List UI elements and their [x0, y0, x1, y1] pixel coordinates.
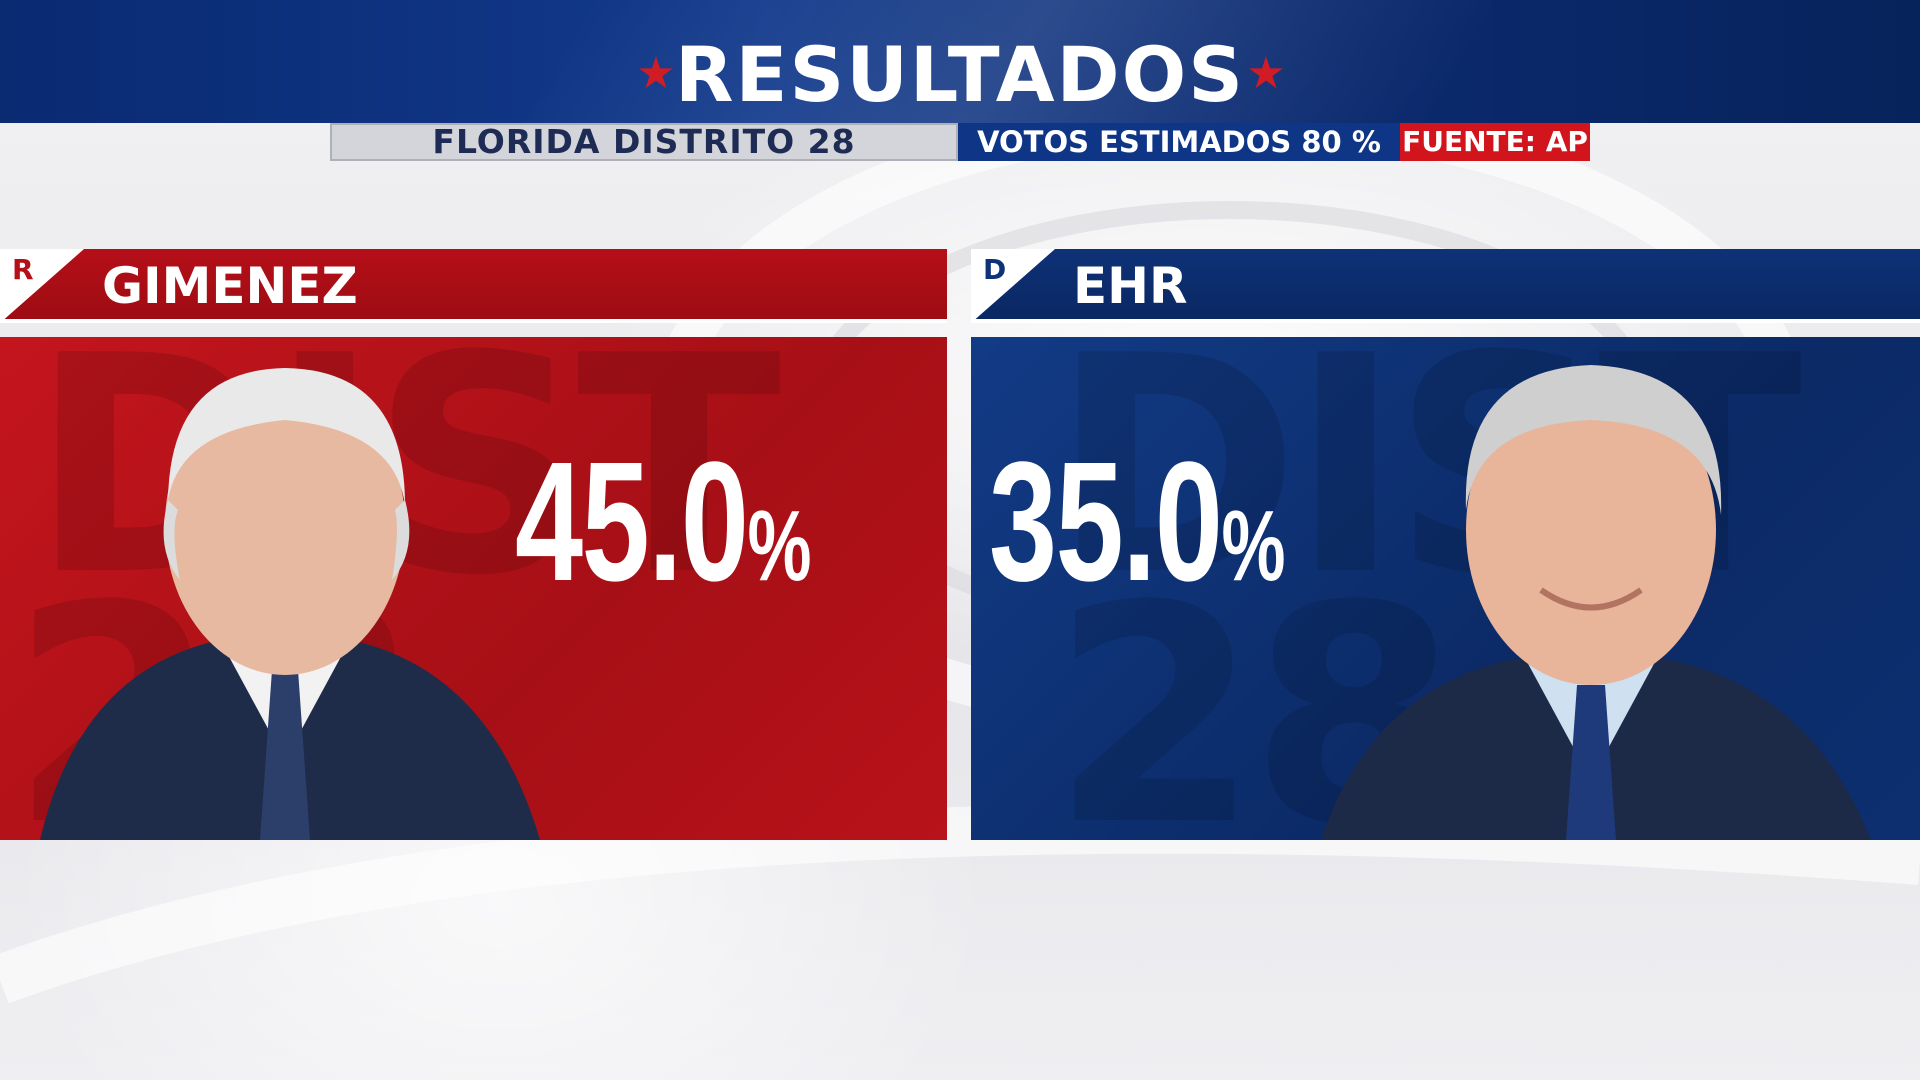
candidate-panel-democrat: DIST 28 35.0%: [971, 337, 1920, 840]
district-label: FLORIDA DISTRITO 28: [330, 123, 958, 161]
candidate-panel-republican: DIST 28 45.0%: [0, 337, 947, 840]
candidate-name-bar-republican: R GIMENEZ: [0, 249, 947, 323]
race-info-bar: FLORIDA DISTRITO 28 VOTOS ESTIMADOS 80 %…: [330, 123, 1590, 161]
header-bar: ★ RESULTADOS ★: [0, 0, 1920, 123]
percent-sign: %: [747, 490, 811, 602]
candidate-portrait: [1321, 365, 1871, 840]
percent-sign: %: [1221, 490, 1285, 602]
candidate-percentage: 45.0%: [515, 432, 811, 636]
votes-estimated-label: VOTOS ESTIMADOS 80 %: [958, 123, 1400, 161]
percentage-value: 35.0: [989, 427, 1223, 617]
star-icon: ★: [1246, 48, 1286, 99]
candidate-portrait: [40, 368, 540, 840]
candidate-name-bar-democrat: D EHR: [971, 249, 1920, 323]
background-watermark: DIST: [30, 337, 781, 617]
source-label: FUENTE: AP: [1400, 123, 1590, 161]
candidate-percentage: 35.0%: [989, 432, 1285, 636]
party-letter: R: [12, 253, 34, 286]
percentage-value: 45.0: [515, 427, 749, 617]
candidate-name: EHR: [1073, 257, 1188, 315]
page-title: RESULTADOS: [675, 30, 1245, 119]
party-letter: D: [983, 253, 1007, 286]
candidate-name: GIMENEZ: [102, 257, 358, 315]
star-icon: ★: [636, 48, 676, 99]
